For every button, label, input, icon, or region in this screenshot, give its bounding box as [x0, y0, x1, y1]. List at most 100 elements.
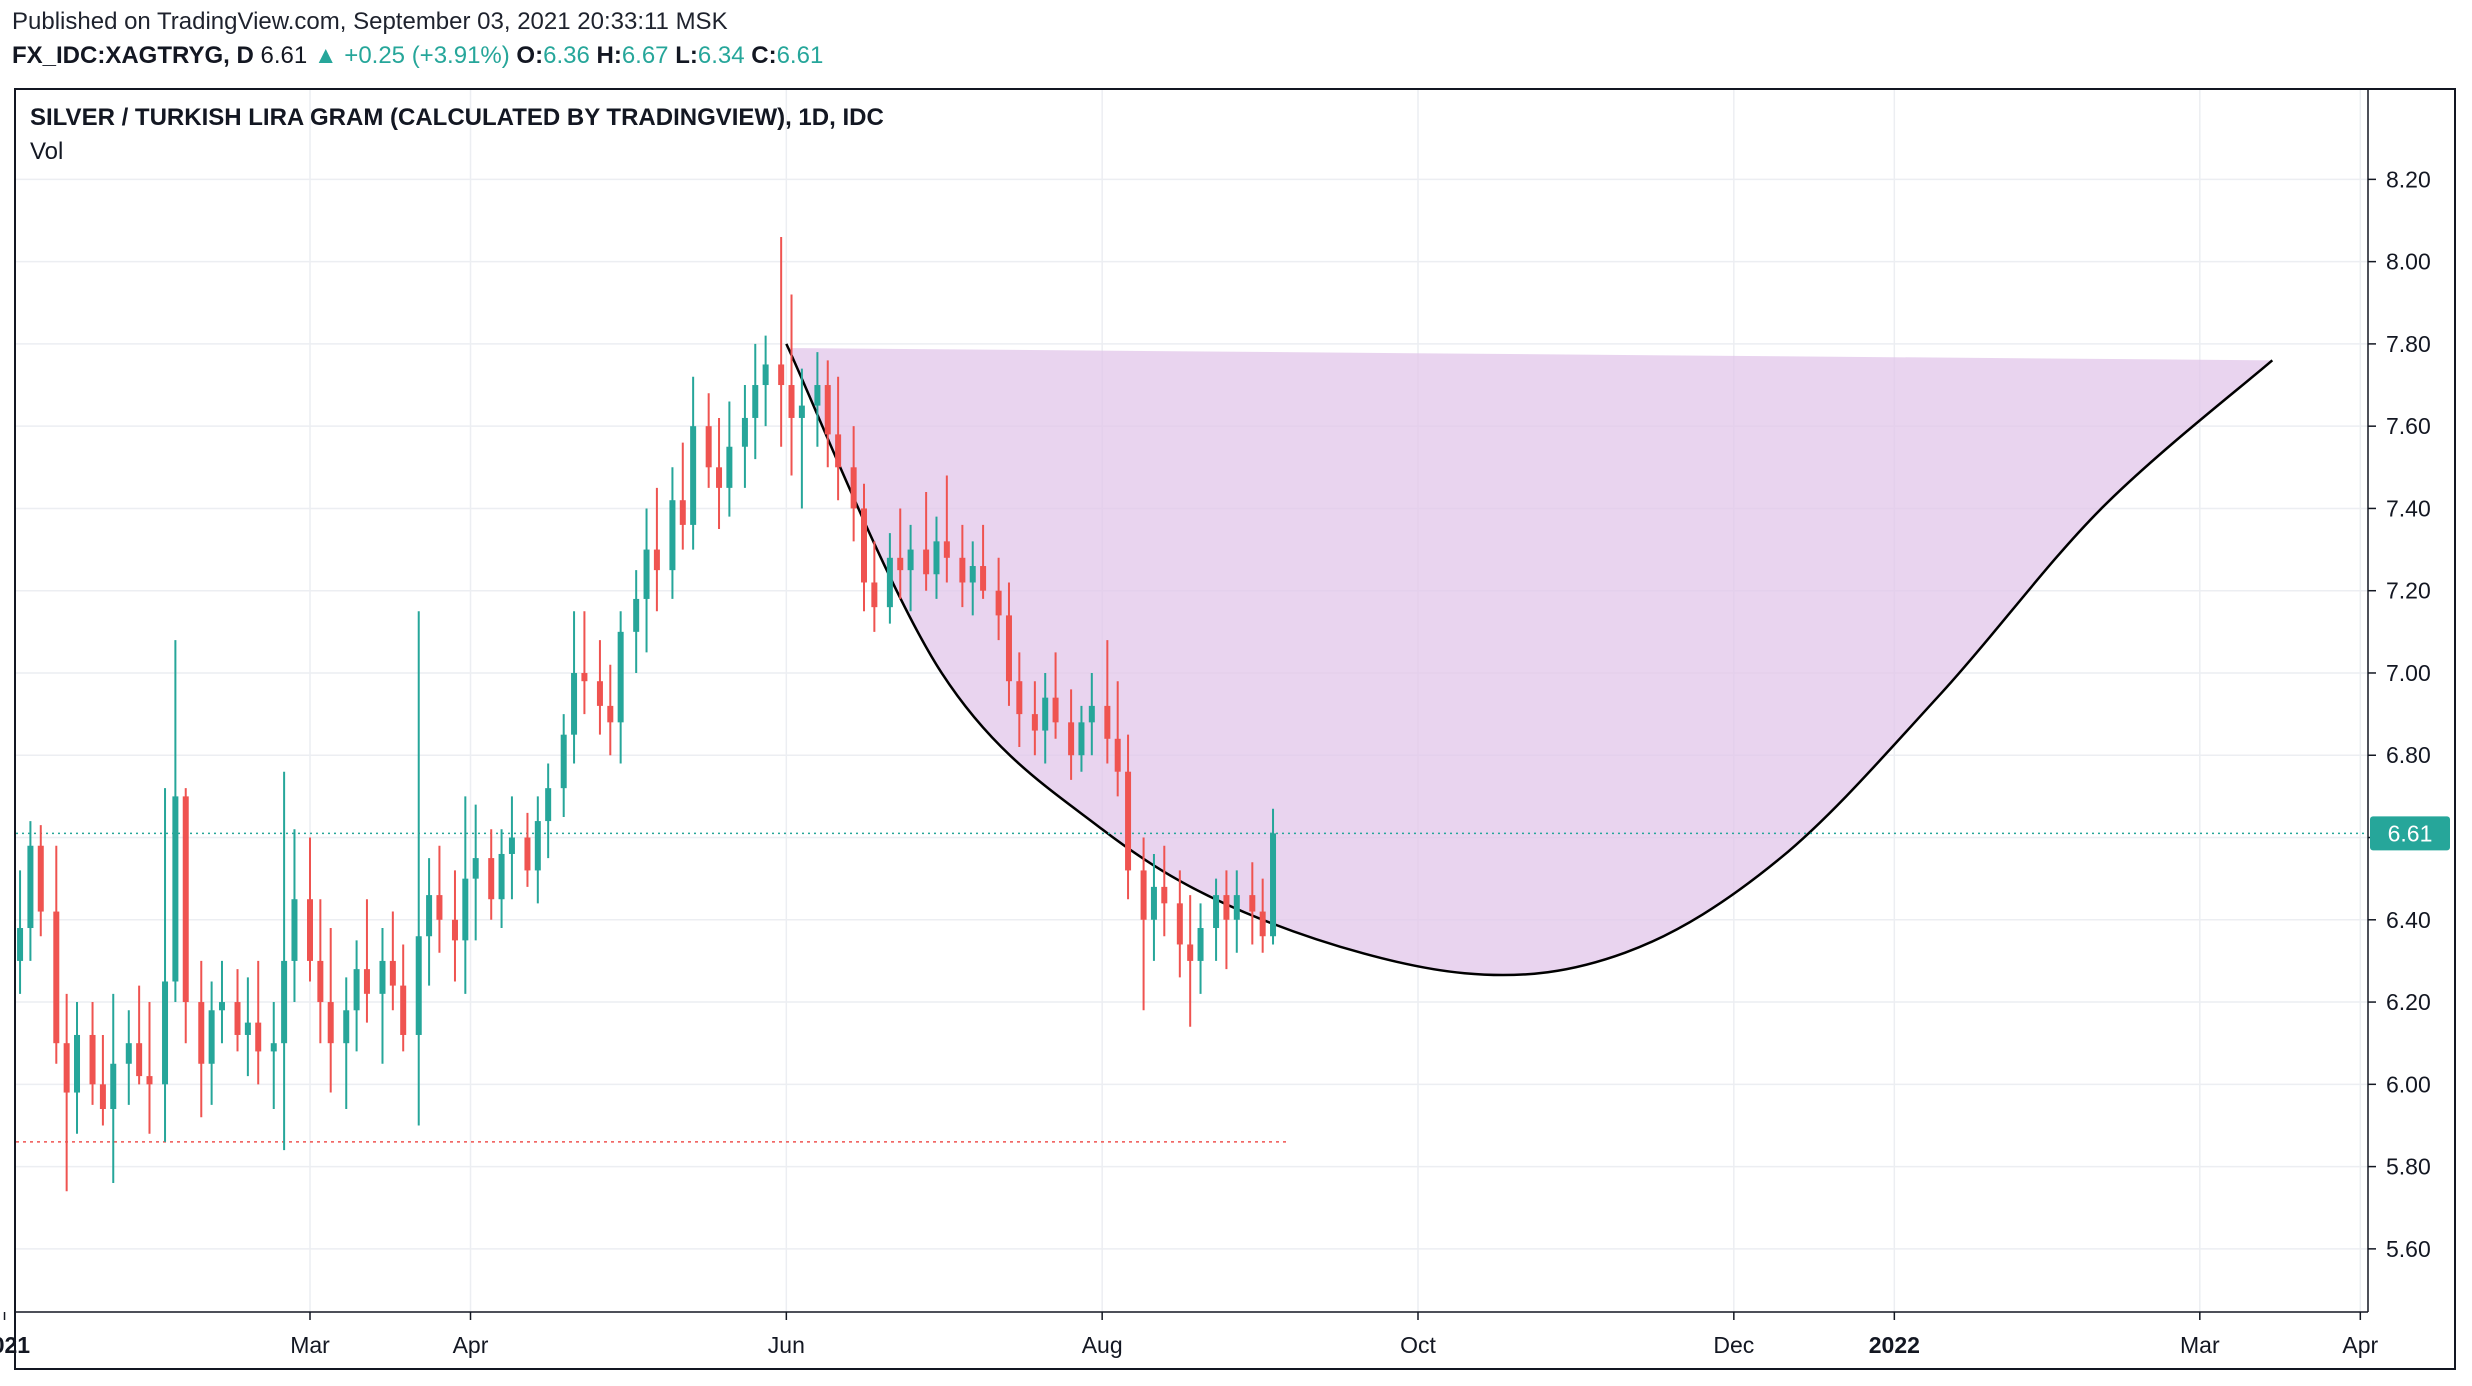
candle [63, 993, 70, 1192]
candle [716, 417, 723, 530]
candle [1270, 808, 1277, 945]
candlestick-series [17, 236, 1277, 1192]
candle-body [1088, 705, 1095, 723]
bowl-shape-drawing[interactable] [785, 343, 2274, 977]
x-tick-label: Dec [1713, 1332, 1754, 1358]
x-tick-label: Jun [768, 1332, 805, 1358]
candle [136, 985, 143, 1085]
candle-body [679, 500, 686, 525]
x-tick-label: Mar [2180, 1332, 2220, 1358]
x-tick-label: Oct [1400, 1332, 1436, 1358]
candle [741, 385, 748, 488]
candle-body [53, 911, 60, 1044]
candle [1223, 870, 1230, 970]
candle [653, 487, 660, 612]
candle [571, 611, 578, 764]
candle [462, 796, 469, 994]
candle [1088, 672, 1095, 756]
candle-body [1270, 833, 1277, 937]
candle [690, 376, 697, 550]
candle-body [1114, 738, 1121, 772]
candle [1078, 705, 1085, 772]
candle-body [716, 467, 723, 488]
candle-body [897, 557, 904, 571]
candle-body [1249, 895, 1256, 912]
candle-body [472, 858, 479, 879]
candle [343, 977, 350, 1110]
candle-body [1176, 903, 1183, 945]
symbol-name[interactable]: FX_IDC:XAGTRYG, D [12, 42, 254, 69]
candle-body [426, 895, 433, 937]
volume-label[interactable]: Vol [30, 138, 64, 165]
candle [798, 368, 805, 509]
candle-body [1161, 886, 1168, 904]
candle-body [17, 928, 24, 961]
candle [1197, 903, 1204, 994]
candle-body [363, 969, 370, 994]
candle-body [943, 541, 950, 558]
candle [907, 524, 914, 612]
candle-body [462, 878, 469, 941]
candle-body [907, 549, 914, 571]
price-change: +0.25 (+3.91%) [344, 42, 510, 69]
candle [208, 981, 215, 1105]
candle [835, 376, 842, 501]
candle-body [99, 1084, 106, 1110]
high-value: 6.67 [621, 42, 669, 69]
candle-body [545, 788, 552, 822]
low-value: 6.34 [697, 42, 745, 69]
candle [633, 570, 640, 673]
y-tick-label: 7.60 [2386, 413, 2431, 439]
candle [1104, 640, 1111, 764]
candle [871, 541, 878, 632]
candle [234, 969, 241, 1052]
published-caption: Published on TradingView.com, September … [12, 8, 728, 35]
candle-body [959, 557, 966, 583]
candle-body [705, 426, 712, 468]
y-tick-label: 5.80 [2386, 1154, 2431, 1180]
candle-body [1197, 928, 1204, 961]
candle [317, 899, 324, 1044]
y-tick-label: 6.00 [2386, 1071, 2431, 1097]
candle [1249, 862, 1256, 945]
candle [218, 960, 225, 1044]
candle [959, 524, 966, 608]
candle [37, 825, 44, 937]
candle-body [690, 426, 697, 525]
candle-body [995, 590, 1002, 616]
candle-body [353, 969, 360, 1011]
candle [327, 928, 334, 1093]
candle-body [198, 1002, 205, 1064]
candle [436, 845, 443, 953]
candle-body [560, 734, 567, 789]
low-label: L: [675, 42, 698, 69]
candle-body [762, 364, 769, 386]
x-tick-label: Apr [453, 1332, 489, 1358]
candle-body [244, 1022, 251, 1035]
candle-body [814, 385, 821, 406]
candle-body [1052, 697, 1059, 723]
candle-body [1140, 870, 1147, 920]
high-label: H: [596, 42, 622, 69]
candle [524, 812, 531, 887]
candle [353, 940, 360, 1052]
candle [281, 771, 288, 1151]
candle [778, 236, 785, 447]
candle-body [234, 1002, 241, 1035]
candle-body [146, 1076, 153, 1085]
candle-body [125, 1043, 132, 1064]
candle-body [255, 1022, 262, 1052]
candle [1213, 878, 1220, 961]
candle [17, 870, 24, 994]
candle-body [752, 385, 759, 418]
candle [1114, 681, 1121, 797]
candle-body [1078, 722, 1085, 756]
candle [1016, 652, 1023, 748]
candle-body [1150, 886, 1157, 920]
candle-body [798, 405, 805, 418]
candle-body [596, 681, 603, 706]
candle [182, 788, 189, 1044]
candle [1140, 837, 1147, 1011]
candle-body [1068, 722, 1075, 756]
